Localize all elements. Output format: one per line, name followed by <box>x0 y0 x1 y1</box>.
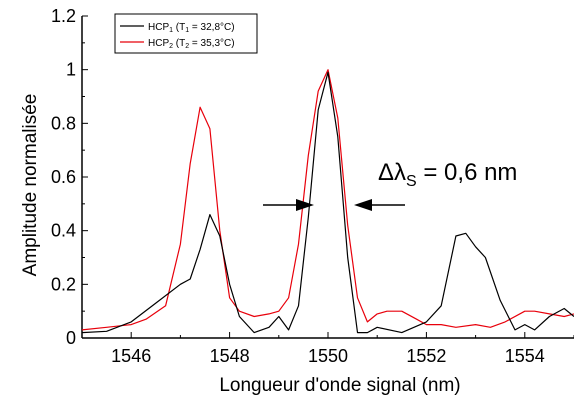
legend-label-hcp1: HCP1 (T1 = 32,8°C) <box>148 22 235 34</box>
y-tick-label: 1.2 <box>51 6 76 26</box>
x-tick-label: 1554 <box>505 346 545 366</box>
x-tick-label: 1546 <box>111 346 151 366</box>
y-tick-label: 0.2 <box>51 274 76 294</box>
x-tick-label: 1550 <box>308 346 348 366</box>
ticks-layer: 1546 1548 1550 1552 1554 0 0.2 0.4 0.6 0.8 1 1.2 <box>51 6 574 366</box>
fwhm-left-arrowhead <box>296 199 314 211</box>
y-tick-label: 0.8 <box>51 113 76 133</box>
y-tick-label: 0.6 <box>51 167 76 187</box>
x-tick-label: 1548 <box>210 346 250 366</box>
fwhm-annotation: ΔλS = 0,6 nm <box>263 159 517 211</box>
series-line-hcp2 <box>81 69 574 331</box>
y-tick-label: 0 <box>66 328 76 348</box>
legend-box <box>114 13 258 54</box>
fwhm-right-arrowhead <box>354 199 372 211</box>
legend: HCP1 (T1 = 32,8°C) HCP2 (T2 = 35,3°C) <box>114 13 258 54</box>
y-axis-title: Amplitude normalisée <box>20 94 41 277</box>
x-tick-label: 1552 <box>406 346 446 366</box>
y-tick-label: 1 <box>66 60 76 80</box>
fwhm-annotation-text: ΔλS = 0,6 nm <box>378 159 517 190</box>
series-line-hcp1 <box>81 71 574 334</box>
legend-label-hcp2: HCP2 (T2 = 35,3°C) <box>148 38 235 50</box>
y-tick-label: 0.4 <box>51 221 76 241</box>
series-layer <box>81 69 574 334</box>
x-axis-title: Longueur d'onde signal (nm) <box>219 375 460 396</box>
